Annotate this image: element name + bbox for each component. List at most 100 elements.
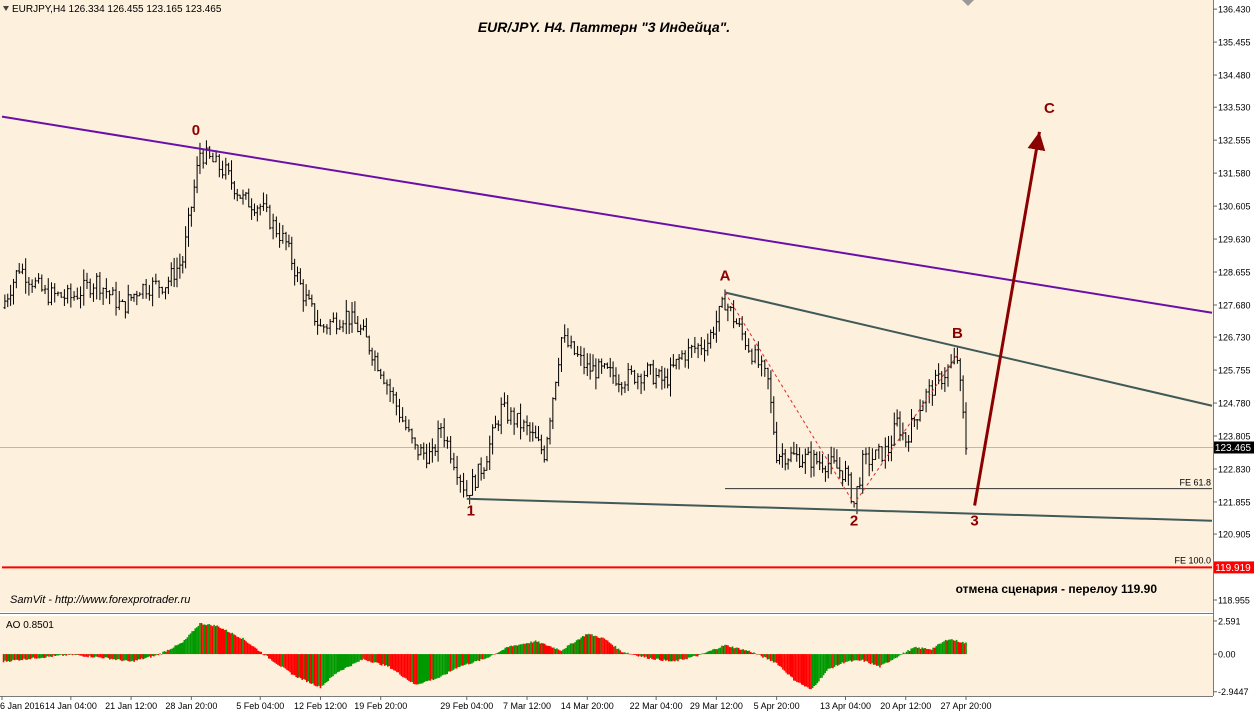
ao-bar	[877, 654, 880, 666]
ao-bar	[528, 643, 531, 655]
price-tick-label: 135.455	[1218, 38, 1251, 48]
ao-bar	[581, 635, 584, 655]
ao-bar	[365, 654, 368, 661]
ao-bar	[277, 654, 279, 665]
ohlc-bar	[494, 415, 497, 429]
ao-bar	[309, 654, 311, 684]
ao-bar	[595, 636, 598, 655]
ao-bar	[487, 654, 490, 658]
ohlc-bar	[235, 188, 239, 202]
ao-bar	[821, 654, 823, 678]
ohlc-bar	[572, 341, 576, 356]
ao-bar	[763, 654, 766, 657]
ao-bar	[130, 654, 132, 662]
ao-bar	[569, 643, 572, 655]
ao-bar	[286, 654, 288, 671]
ao-bar	[868, 654, 870, 664]
ao-bar	[59, 654, 61, 656]
ohlc-bar	[410, 428, 414, 444]
ao-bar	[686, 654, 688, 660]
ohlc-bar	[379, 368, 383, 380]
ohlc-bar	[328, 319, 332, 336]
ao-bar	[192, 630, 195, 655]
ao-bar	[663, 654, 666, 660]
ao-bar	[263, 654, 266, 656]
ao-bar	[709, 650, 711, 655]
ohlc-bar	[531, 422, 535, 442]
ao-bar	[548, 645, 551, 655]
ao-bar	[565, 648, 567, 655]
ao-bar	[519, 644, 522, 655]
ao-bar	[930, 649, 933, 655]
ohlc-bar	[401, 407, 405, 423]
ohlc-bar	[208, 146, 212, 159]
ao-bar	[960, 642, 963, 655]
time-tick-label: 14 Mar 20:00	[561, 701, 614, 711]
ao-bar	[329, 654, 331, 679]
ohlc-bar	[554, 381, 558, 401]
ao-bar	[671, 654, 673, 662]
ao-bar	[174, 645, 176, 655]
ohlc-bar	[201, 148, 205, 169]
ohlc-bar	[846, 465, 850, 486]
ohlc-bar	[430, 438, 434, 463]
ao-bar	[760, 654, 763, 657]
ao-bar	[411, 654, 413, 682]
ao-bar	[237, 637, 240, 655]
time-tick-label: 5 Apr 20:00	[754, 701, 800, 711]
ao-bar	[832, 654, 834, 669]
ohlc-bar	[335, 312, 339, 335]
ao-bar	[249, 644, 252, 655]
ao-bar	[783, 654, 786, 671]
ohlc-bar	[385, 379, 389, 395]
indicator-background	[0, 616, 1213, 696]
ao-bar	[70, 653, 72, 655]
ao-bar	[901, 654, 903, 655]
ohlc-bar	[646, 362, 649, 378]
ao-bar	[60, 654, 63, 655]
ohlc-bar	[238, 194, 242, 199]
ohlc-bar	[792, 441, 796, 455]
ohlc-bar	[961, 375, 965, 419]
price-tick-label: 123.805	[1218, 432, 1251, 442]
ao-bar	[556, 648, 558, 655]
ohlc-bar	[416, 444, 420, 461]
ao-bar	[527, 643, 529, 655]
ao-bar	[827, 654, 830, 669]
ao-bar	[242, 637, 244, 655]
ohlc-bar	[515, 412, 519, 428]
ao-bar	[929, 649, 931, 655]
ohlc-bar	[121, 299, 124, 303]
ohlc-bar	[350, 301, 354, 333]
ao-bar	[935, 645, 938, 655]
ao-bar	[217, 626, 220, 655]
ao-bar	[651, 654, 653, 660]
ao-bar	[701, 653, 704, 655]
ao-bar	[965, 642, 967, 655]
ao-bar	[640, 654, 643, 657]
ao-bar	[417, 654, 419, 685]
ao-bar	[857, 654, 859, 661]
ao-bar	[751, 652, 754, 655]
ao-bar	[836, 654, 839, 666]
time-tick-label: 21 Jan 12:00	[105, 701, 157, 711]
ao-bar	[305, 654, 308, 683]
shift-marker-icon[interactable]	[962, 0, 974, 6]
ao-bar	[502, 649, 505, 655]
ao-bar	[304, 654, 307, 680]
time-tick-label: 29 Mar 12:00	[690, 701, 743, 711]
ohlc-bar	[262, 192, 265, 211]
ao-bar	[227, 631, 229, 655]
ao-bar	[501, 650, 504, 655]
ohlc-bar	[649, 363, 652, 375]
ohlc-bar	[838, 457, 842, 479]
ohlc-bar	[187, 207, 190, 247]
ao-bar	[356, 654, 359, 662]
ohlc-bar	[594, 358, 598, 390]
ao-bar	[734, 647, 737, 655]
ao-bar	[243, 639, 246, 655]
ao-bar	[782, 654, 784, 670]
ao-bar	[546, 645, 549, 655]
ohlc-bar	[442, 418, 446, 448]
ao-bar	[373, 654, 375, 663]
